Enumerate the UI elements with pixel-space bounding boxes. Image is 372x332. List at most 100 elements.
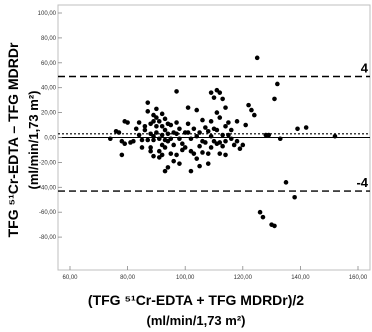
y-axis-title: TFG ⁵¹Cr-EDTA – TFG MDRDr <box>5 42 21 237</box>
data-point <box>174 131 179 137</box>
data-point <box>188 136 194 142</box>
data-point <box>194 107 200 113</box>
data-point <box>234 119 240 124</box>
data-point <box>168 122 174 128</box>
data-point <box>283 180 289 185</box>
data-point <box>185 105 191 110</box>
data-point <box>180 141 185 147</box>
y-tick-label: -80,00 <box>39 235 57 241</box>
data-point <box>208 90 214 95</box>
data-point <box>237 146 243 152</box>
data-point <box>159 111 165 117</box>
data-point <box>200 150 205 155</box>
data-point <box>205 151 211 156</box>
data-point <box>252 112 257 118</box>
data-point <box>205 128 211 134</box>
data-point <box>182 145 188 150</box>
data-point <box>168 151 174 156</box>
data-point <box>168 136 174 142</box>
data-point <box>174 152 179 158</box>
data-point <box>154 130 159 135</box>
data-point <box>246 102 251 108</box>
data-point <box>185 121 191 127</box>
data-point <box>266 132 272 138</box>
data-point <box>272 223 277 229</box>
data-point <box>177 161 182 166</box>
data-point <box>165 165 171 170</box>
data-point <box>226 132 231 138</box>
data-point <box>203 140 208 145</box>
x-tick-label: 80,00 <box>120 275 136 281</box>
data-point <box>122 141 128 147</box>
data-point <box>151 153 156 159</box>
data-point <box>275 81 280 87</box>
upper-limit-label: 4 <box>361 60 369 75</box>
x-tick-label: 100,00 <box>176 275 195 281</box>
y-tick-label: 60,00 <box>41 61 57 67</box>
data-point <box>194 156 200 161</box>
data-point <box>154 115 159 120</box>
data-point <box>148 148 153 154</box>
y-tick-label: 100,00 <box>38 11 57 17</box>
data-point <box>151 119 156 124</box>
data-point <box>205 161 211 166</box>
x-axis-title: (TFG ⁵¹Cr-EDTA + TFG MDRDr)/2 <box>88 292 304 308</box>
data-point <box>133 126 139 132</box>
data-point <box>203 125 208 130</box>
data-point <box>145 109 151 114</box>
data-point <box>228 136 234 142</box>
data-point <box>185 130 191 135</box>
data-point <box>116 130 122 135</box>
data-point <box>228 127 234 133</box>
x-tick-label: 140,00 <box>291 275 310 281</box>
data-point <box>177 136 182 142</box>
data-point <box>332 133 338 139</box>
data-point <box>295 126 300 132</box>
data-point <box>200 117 205 123</box>
lower-limit-label: -4 <box>356 175 368 190</box>
data-point <box>151 137 156 143</box>
data-point <box>136 132 142 138</box>
data-point <box>214 110 220 115</box>
y-tick-label: 40,00 <box>41 86 57 92</box>
data-point <box>217 115 223 120</box>
data-point <box>197 143 202 149</box>
data-point <box>277 136 283 142</box>
data-point <box>159 123 165 129</box>
y-tick-label: 80,00 <box>41 36 57 42</box>
data-point <box>223 138 228 144</box>
data-point <box>145 137 151 143</box>
x-tick-label: 60,00 <box>62 275 78 281</box>
data-point <box>208 119 214 124</box>
data-point <box>243 122 248 128</box>
data-point <box>125 120 130 125</box>
data-point <box>188 168 194 174</box>
data-point <box>145 100 151 105</box>
y-tick-label: -60,00 <box>39 210 57 216</box>
data-point <box>194 133 200 139</box>
data-point <box>136 120 142 125</box>
data-point <box>226 120 231 125</box>
data-point <box>171 142 176 148</box>
x-axis-units: (ml/min/1,73 m²) <box>147 313 246 328</box>
data-point <box>151 133 156 139</box>
y-tick-label: -20,00 <box>39 160 57 166</box>
data-point <box>162 116 168 122</box>
data-point <box>211 95 217 100</box>
data-point <box>156 119 162 124</box>
data-point <box>156 136 162 142</box>
data-point <box>191 151 197 156</box>
y-axis-units: (ml/min/1,73 m²) <box>26 91 41 190</box>
data-point <box>220 143 225 149</box>
data-point <box>249 107 254 113</box>
data-point <box>223 105 228 110</box>
data-point <box>272 96 277 102</box>
data-point <box>108 136 113 142</box>
data-point <box>260 214 266 220</box>
data-point <box>234 138 240 144</box>
y-tick-label: 20,00 <box>41 111 57 117</box>
data-point <box>208 133 214 139</box>
data-point <box>162 127 168 133</box>
data-point <box>131 138 136 144</box>
